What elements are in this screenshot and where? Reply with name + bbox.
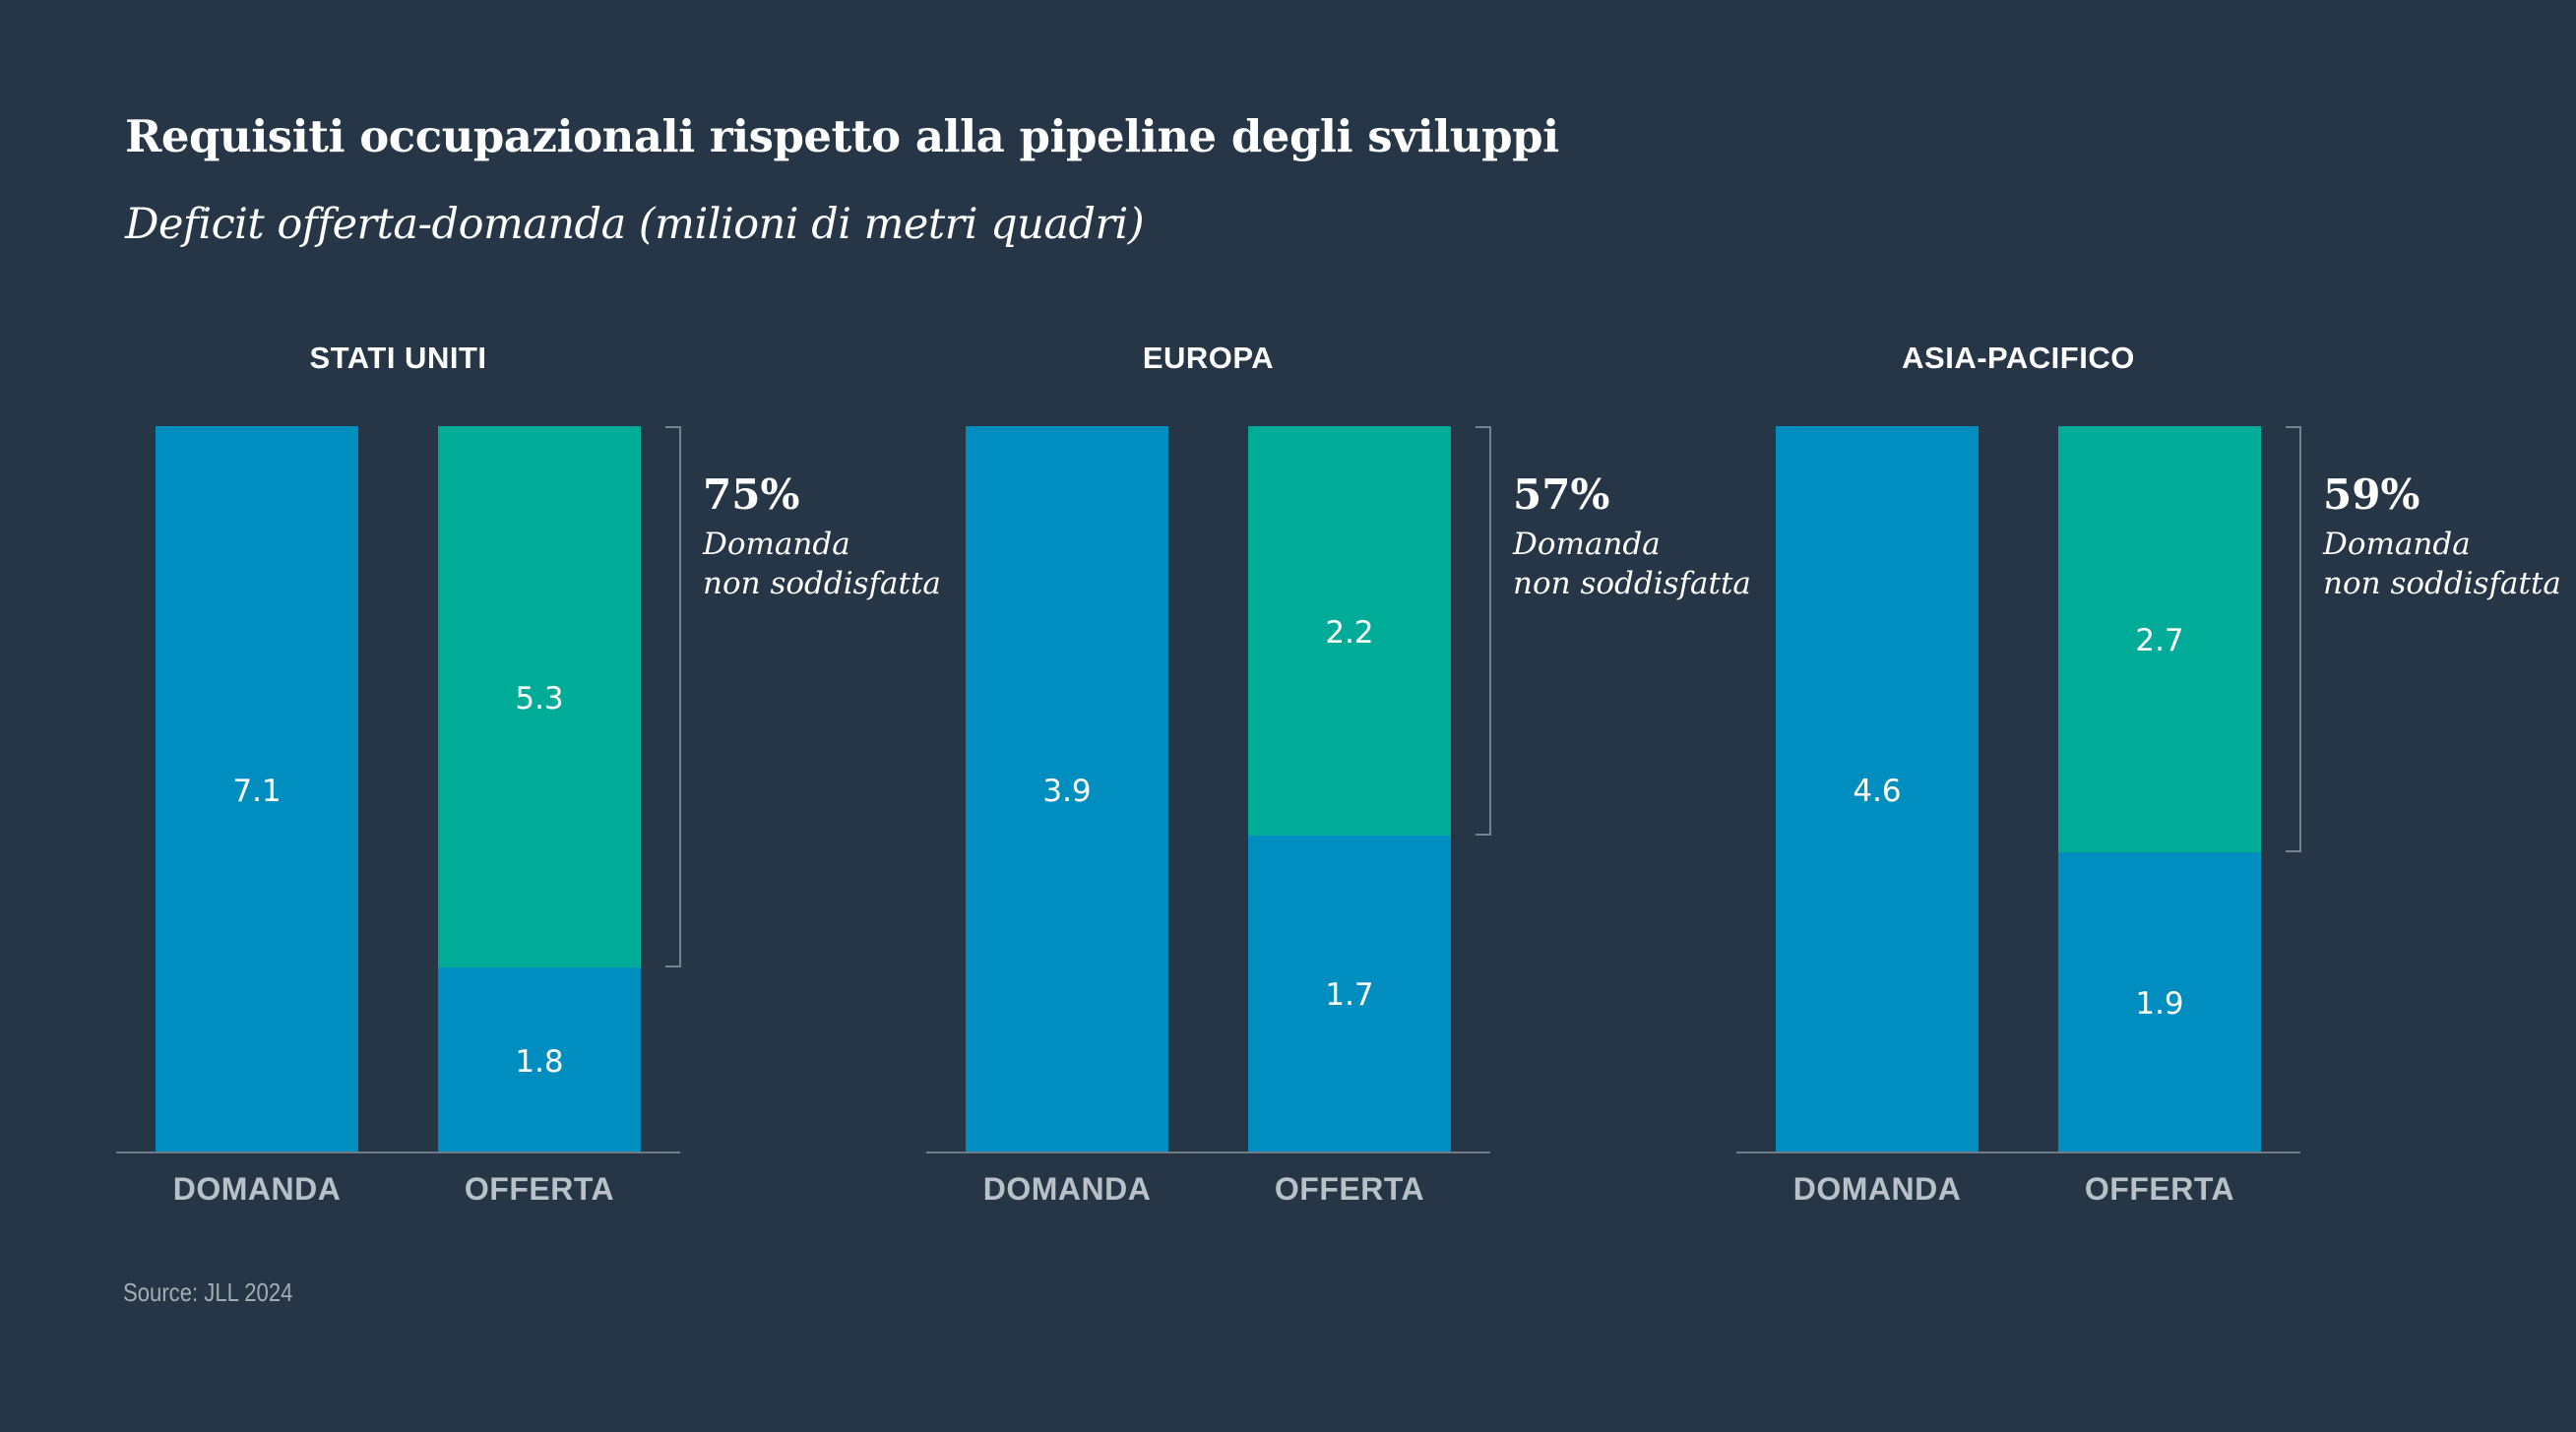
unmet-bracket — [2286, 426, 2301, 852]
category-label: OFFERTA — [2084, 1171, 2235, 1207]
panel-title: ASIA-PACIFICO — [1902, 341, 2135, 375]
unmet-bracket — [665, 426, 681, 968]
supply-existing-bar — [438, 967, 641, 1152]
supply-gap-bar — [1248, 426, 1451, 836]
demand-bar — [1776, 426, 1979, 1152]
chart-title: Requisiti occupazionali rispetto alla pi… — [125, 110, 1559, 162]
source-note: Source: JLL 2024 — [123, 1277, 293, 1307]
supply-existing-value-label: 1.7 — [1325, 977, 1374, 1014]
supply-gap-value-label: 2.2 — [1325, 614, 1374, 651]
x-axis-baseline — [926, 1152, 1490, 1153]
supply-existing-bar — [2058, 851, 2261, 1152]
unmet-label: non soddisfatta — [2323, 566, 2561, 601]
chart-panel: STATI UNITI 7.1 1.8 5.3 DOMANDA OFFERTA 75% Dom… — [0, 0, 941, 1279]
unmet-percent: 57% — [1513, 470, 1610, 519]
unmet-label: Domanda — [1513, 527, 1661, 562]
x-axis-baseline — [1736, 1152, 2300, 1153]
supply-gap-bar — [438, 426, 641, 968]
chart-panel: EUROPA 3.9 1.7 2.2 DOMANDA OFFERTA 57% Domanda n… — [810, 0, 1751, 1279]
chart-subtitle: Deficit offerta-domanda (milioni di metr… — [125, 200, 1145, 249]
unmet-label: non soddisfatta — [703, 566, 941, 601]
unmet-label: Domanda — [703, 527, 850, 562]
demand-bar — [966, 426, 1168, 1152]
supply-gap-bar — [2058, 426, 2261, 852]
supply-existing-value-label: 1.9 — [2135, 985, 2184, 1022]
unmet-bracket — [1476, 426, 1491, 836]
panel-title: EUROPA — [1142, 341, 1275, 375]
demand-value-label: 4.6 — [1853, 773, 1902, 809]
unmet-percent: 75% — [703, 470, 800, 519]
unmet-label: Domanda — [2323, 527, 2471, 562]
unmet-percent: 59% — [2323, 470, 2420, 519]
supply-existing-value-label: 1.8 — [515, 1043, 564, 1080]
category-label: DOMANDA — [982, 1171, 1152, 1207]
demand-bar — [156, 426, 358, 1152]
supply-existing-bar — [1248, 835, 1451, 1152]
category-label: DOMANDA — [1792, 1171, 1962, 1207]
x-axis-baseline — [116, 1152, 680, 1153]
demand-value-label: 7.1 — [232, 773, 282, 809]
panel-title: STATI UNITI — [309, 341, 487, 375]
category-label: OFFERTA — [1274, 1171, 1425, 1207]
supply-gap-value-label: 2.7 — [2135, 623, 2184, 659]
unmet-label: non soddisfatta — [1513, 566, 1751, 601]
chart-panel: ASIA-PACIFICO 4.6 1.9 2.7 DOMANDA OFFERTA 59% D… — [1620, 0, 2561, 1279]
category-label: OFFERTA — [464, 1171, 615, 1207]
demand-value-label: 3.9 — [1042, 773, 1092, 809]
supply-gap-value-label: 5.3 — [515, 681, 564, 717]
category-label: DOMANDA — [172, 1171, 342, 1207]
